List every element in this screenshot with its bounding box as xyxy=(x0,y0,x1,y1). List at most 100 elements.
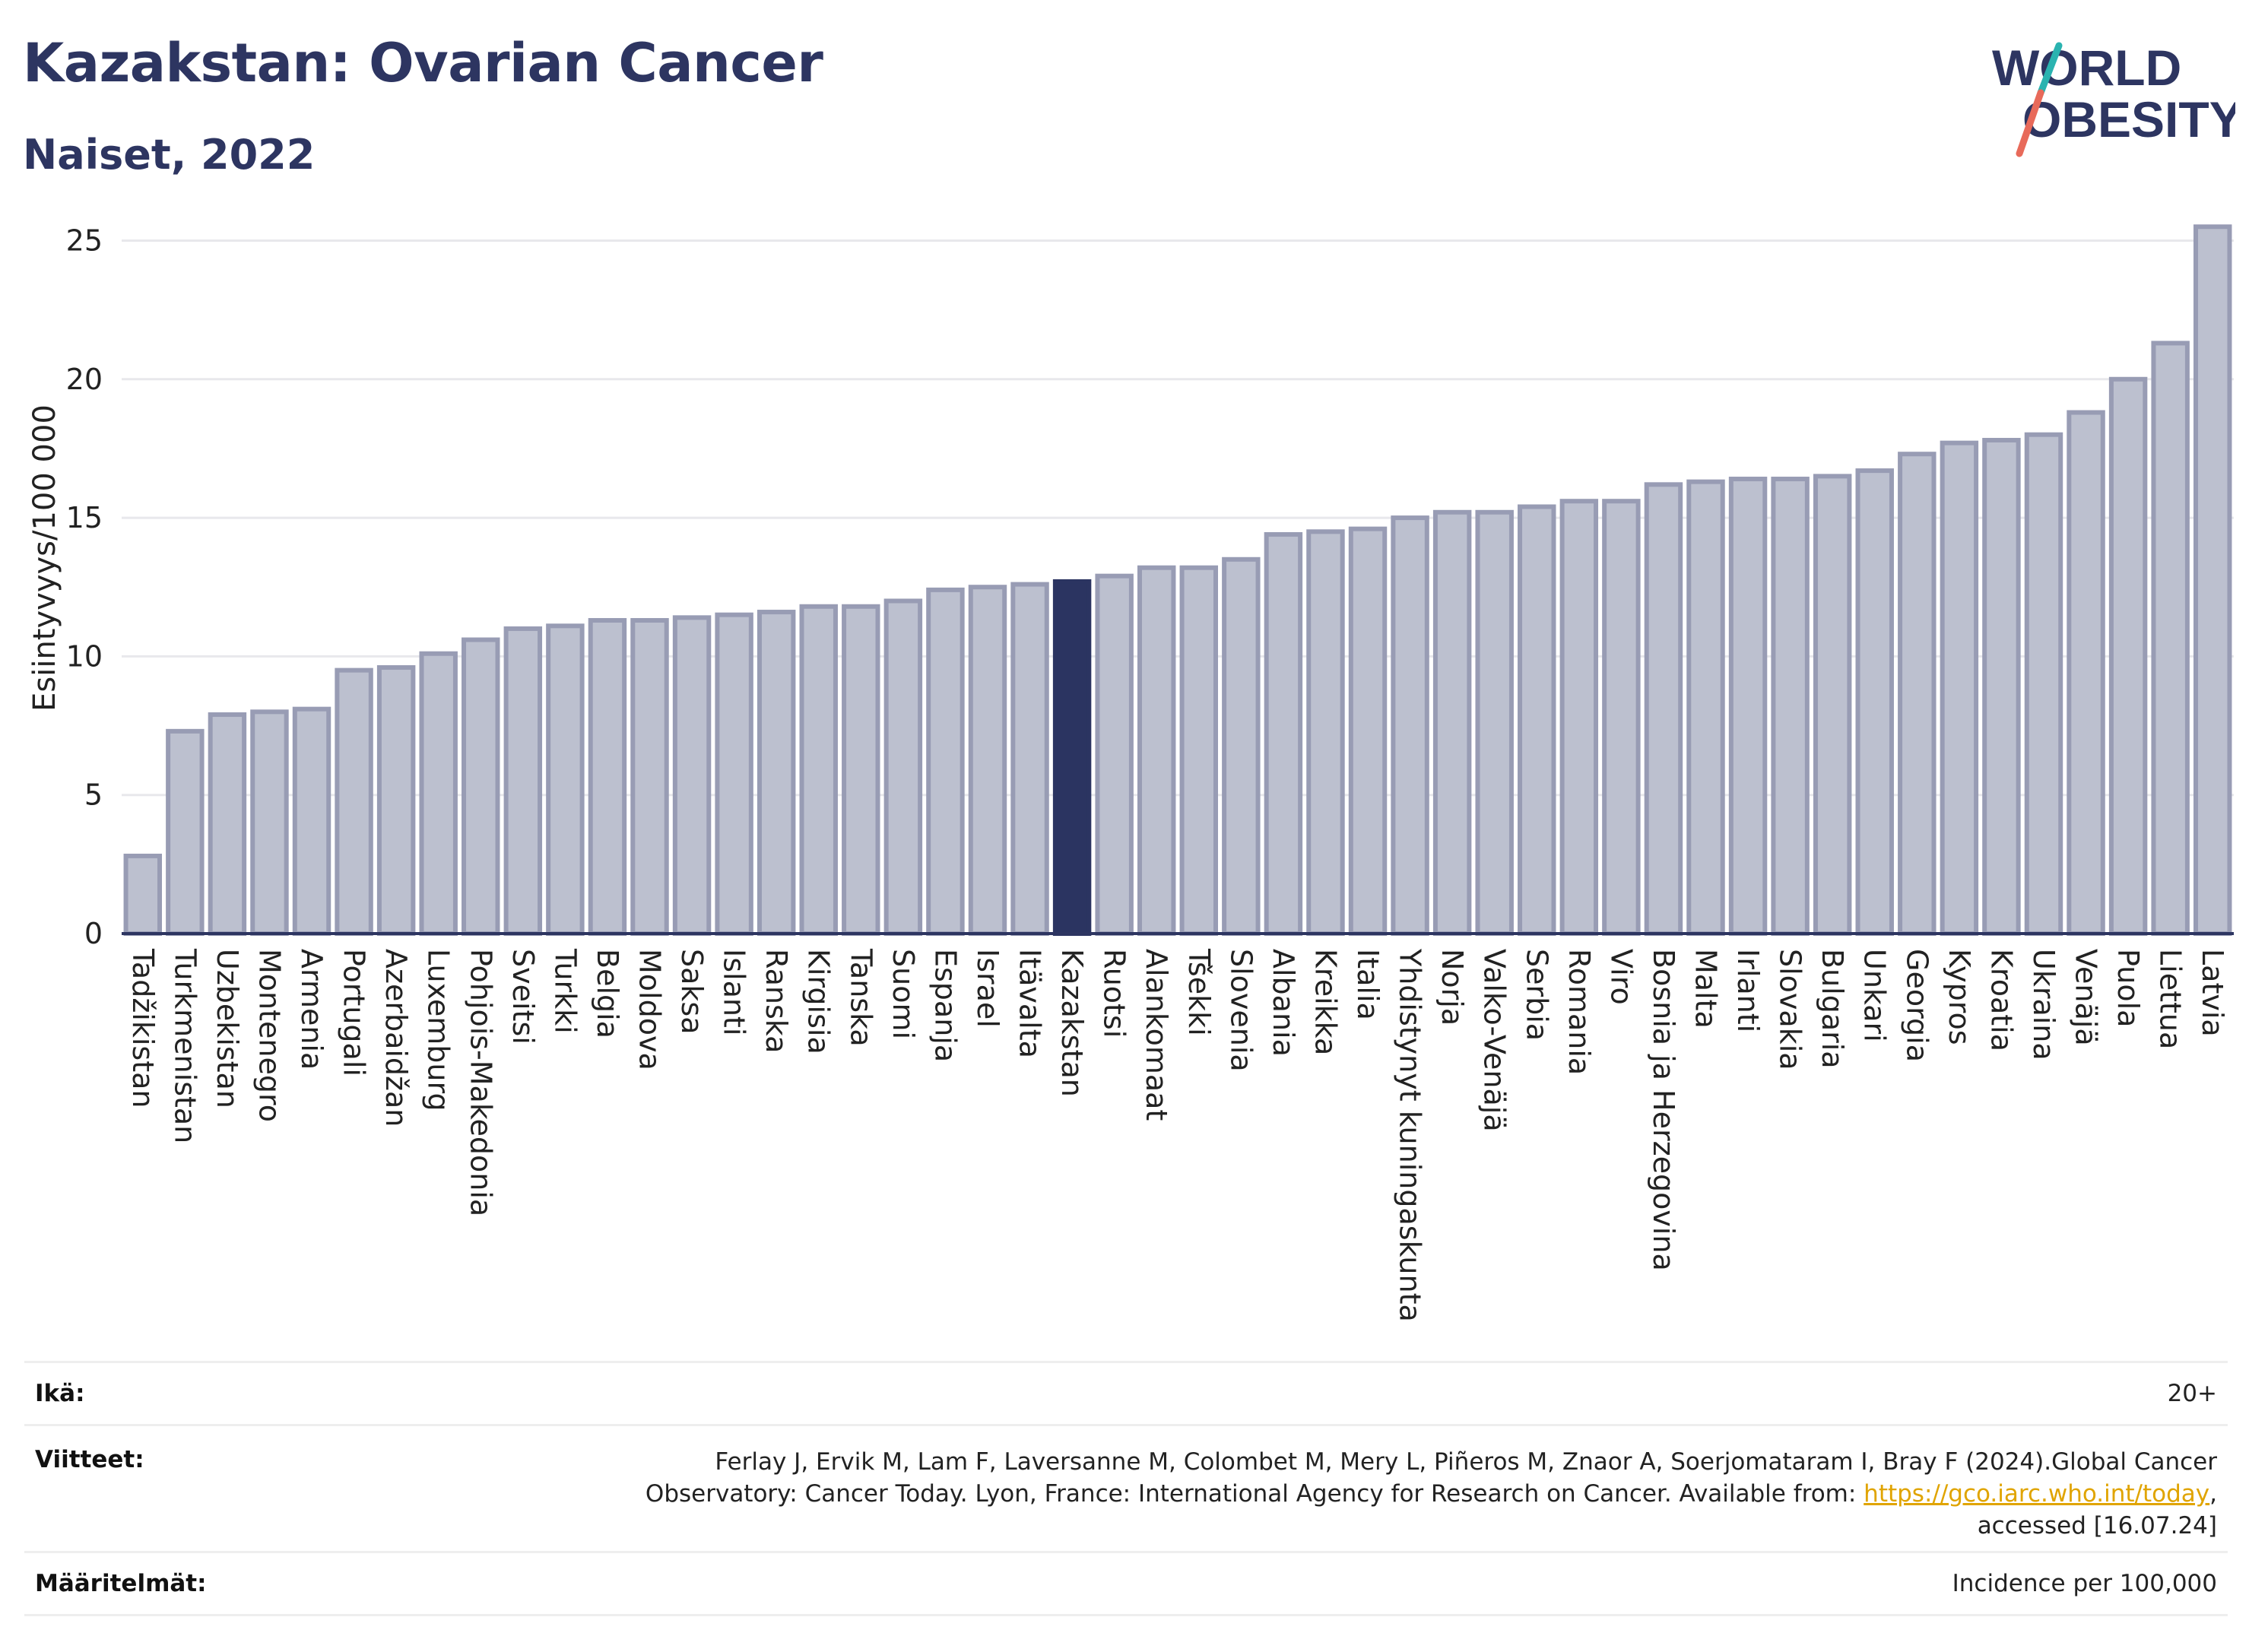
bar xyxy=(672,615,712,936)
references-line2-text: Observatory: Cancer Today. Lyon, France:… xyxy=(645,1480,1864,1508)
bar xyxy=(1771,477,1810,936)
bar xyxy=(1391,515,1429,936)
bar xyxy=(2193,224,2232,936)
tick-labels: 0 5 10 15 20 25 Tadžikistan Turkmenistan Uzbekis… xyxy=(27,224,2229,1321)
x-tick-label: Islanti xyxy=(718,949,751,1035)
bar xyxy=(926,587,965,937)
x-tick-label: Serbia xyxy=(1520,949,1553,1041)
chart-title: Kazakstan: Ovarian Cancer xyxy=(23,32,823,94)
age-label: Ikä: xyxy=(35,1380,85,1407)
bar xyxy=(335,667,373,936)
x-tick-label: Romania xyxy=(1562,949,1596,1075)
bar xyxy=(1813,474,1852,936)
x-tick-label: Bosnia ja Herzegovina xyxy=(1647,949,1680,1271)
bar xyxy=(123,853,163,937)
bar xyxy=(462,637,500,936)
definitions-label: Määritelmät: xyxy=(35,1570,207,1597)
bar xyxy=(1137,565,1176,936)
references-link[interactable]: https://gco.iarc.who.int/today xyxy=(1864,1480,2210,1508)
divider xyxy=(24,1424,2228,1426)
logo-slash-top xyxy=(2037,42,2063,97)
x-tick-label: Espanja xyxy=(928,949,962,1062)
references-line1: Ferlay J, Ervik M, Lam F, Laversanne M, … xyxy=(715,1448,2217,1476)
bar xyxy=(1179,565,1219,936)
bar xyxy=(1432,509,1472,936)
bar xyxy=(292,706,331,937)
x-tick-label: Ruotsi xyxy=(1098,949,1131,1038)
bar xyxy=(1264,531,1303,936)
bar xyxy=(799,604,838,936)
x-tick-label: Turkki xyxy=(548,948,582,1034)
x-tick-label: Bulgaria xyxy=(1816,949,1849,1069)
y-tick-label: 25 xyxy=(66,224,103,257)
bar xyxy=(1348,526,1388,936)
x-tick-label: Malta xyxy=(1689,949,1723,1029)
bar xyxy=(1559,499,1599,936)
bars xyxy=(123,224,2232,937)
bar xyxy=(376,664,416,936)
x-tick-label: Portugali xyxy=(338,949,371,1076)
divider xyxy=(24,1614,2228,1616)
x-tick-label: Uzbekistan xyxy=(211,949,244,1108)
references-line3: accessed [16.07.24] xyxy=(1977,1512,2217,1539)
bar xyxy=(2108,376,2148,936)
x-tick-label: Sveitsi xyxy=(506,949,540,1045)
bar-chart: 0 5 10 15 20 25 Tadžikistan Turkmenistan Uzbekis… xyxy=(27,224,2234,1322)
bar xyxy=(1898,452,1937,936)
bar xyxy=(1306,529,1345,936)
x-tick-label: Tšekki xyxy=(1182,948,1216,1036)
x-tick-label: Unkari xyxy=(1858,949,1892,1042)
x-tick-label: Pohjois-Makedonia xyxy=(464,949,497,1216)
bar xyxy=(2067,410,2105,936)
bar xyxy=(883,598,923,936)
bar xyxy=(546,623,585,936)
bar xyxy=(250,709,289,936)
references-row: Viitteet: Ferlay J, Ervik M, Lam F, Lave… xyxy=(24,1426,2228,1551)
x-tick-label: Kreikka xyxy=(1308,949,1342,1055)
y-tick-label: 5 xyxy=(84,778,103,812)
age-value: 20+ xyxy=(2167,1380,2217,1407)
x-tick-label: Suomi xyxy=(887,949,920,1039)
y-tick-label: 10 xyxy=(66,639,103,673)
x-tick-label: Belgia xyxy=(591,949,624,1038)
x-tick-label: Luxemburg xyxy=(422,949,455,1111)
references-line2-comma: , xyxy=(2209,1480,2217,1508)
x-tick-label: Montenegro xyxy=(252,949,286,1122)
x-tick-label: Ukraina xyxy=(2027,949,2060,1061)
x-tick-label: Norja xyxy=(1435,949,1469,1026)
bar xyxy=(630,617,669,936)
x-tick-label: Irlanti xyxy=(1731,949,1765,1032)
definitions-row: Määritelmät: Incidence per 100,000 xyxy=(24,1553,2228,1614)
x-tick-label: Georgia xyxy=(1900,949,1933,1062)
x-tick-label: Armenia xyxy=(295,949,328,1070)
x-tick-label: Tadžikistan xyxy=(126,948,160,1108)
bar xyxy=(1940,440,1979,936)
x-tick-label: Slovenia xyxy=(1224,949,1258,1072)
logo-line1: WORLD xyxy=(1992,40,2181,96)
bar xyxy=(1518,504,1556,936)
x-tick-label: Slovakia xyxy=(1774,949,1807,1070)
age-row: Ikä: 20+ xyxy=(24,1363,2228,1424)
x-tick-label: Albania xyxy=(1267,949,1300,1057)
x-tick-label: Italia xyxy=(1351,949,1385,1020)
x-tick-label: Kirgisia xyxy=(802,949,836,1054)
logo-line2: OBESITY xyxy=(2022,91,2235,147)
bar xyxy=(2151,341,2190,937)
logo-slash-bottom xyxy=(2016,89,2044,157)
divider xyxy=(24,1551,2228,1553)
bar xyxy=(1475,509,1514,936)
x-tick-label: Turkmenistan xyxy=(168,948,201,1143)
bar xyxy=(208,712,247,936)
x-tick-label: Itävalta xyxy=(1013,949,1047,1058)
bar xyxy=(588,617,627,936)
bar xyxy=(2024,432,2063,936)
bar xyxy=(1686,479,1725,936)
x-tick-label: Alankomaat xyxy=(1140,949,1173,1121)
x-tick-label: Yhdistynyt kuningaskunta xyxy=(1394,948,1427,1322)
bar-highlight xyxy=(1052,579,1092,936)
y-tick-label: 20 xyxy=(66,363,103,396)
bar xyxy=(842,604,880,936)
definitions-value: Incidence per 100,000 xyxy=(1952,1570,2217,1597)
x-tick-label: Latvia xyxy=(2196,949,2229,1037)
x-tick-label: Liettua xyxy=(2154,949,2187,1049)
